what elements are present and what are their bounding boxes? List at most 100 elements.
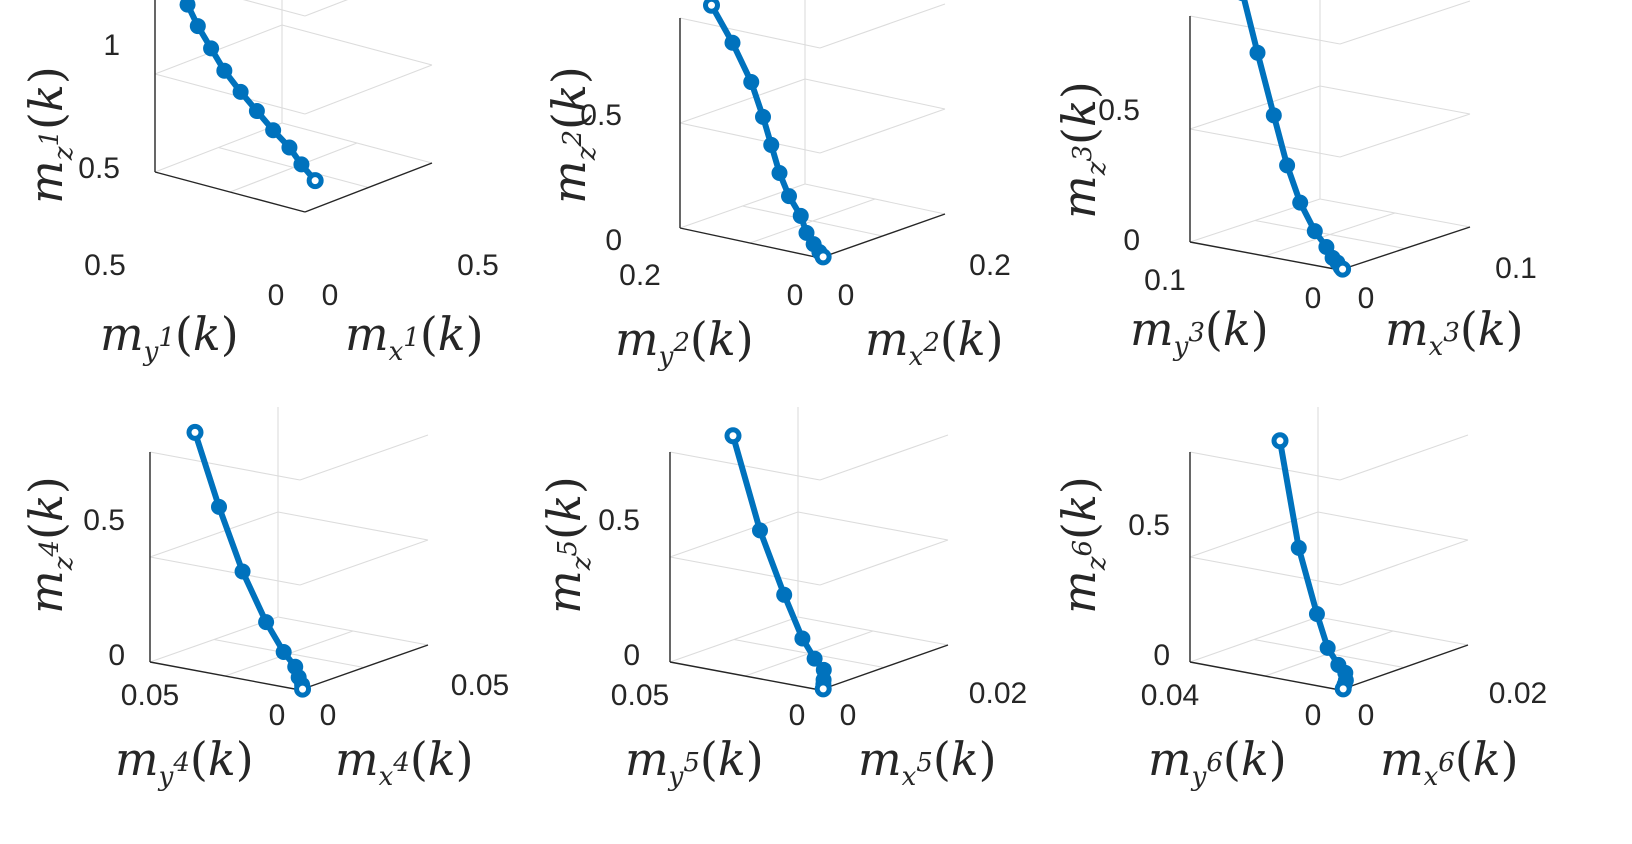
data-point xyxy=(1292,194,1309,211)
subplot-6: 0 0.02 0 0.04 0 0.5 mx6(k) my6(k) mz6(k) xyxy=(1052,407,1547,792)
data-point xyxy=(211,498,227,515)
grid-box xyxy=(1189,407,1469,677)
z-axis-label: mz1(k) xyxy=(19,66,79,204)
series xyxy=(1271,432,1354,698)
x-tick-label: 0.5 xyxy=(457,249,499,282)
x-axis-line xyxy=(819,644,949,691)
data-point-start xyxy=(1271,432,1289,450)
data-point xyxy=(275,644,292,661)
data-point-start xyxy=(703,0,720,14)
series-line xyxy=(1241,0,1346,273)
grid-box xyxy=(679,0,946,244)
z-tick-label: 0 xyxy=(605,224,622,257)
axes xyxy=(1189,452,1469,691)
y-tick-label: 0.05 xyxy=(121,679,179,712)
y-axis-label: my4(k) xyxy=(115,732,254,792)
x-tick-label: 0 xyxy=(840,699,857,732)
y-axis-label: my6(k) xyxy=(1148,732,1287,792)
data-point xyxy=(724,34,741,51)
data-point xyxy=(265,122,282,139)
data-point xyxy=(258,614,275,631)
series xyxy=(724,427,832,698)
y-tick-label: 0.5 xyxy=(84,249,126,282)
z-tick-label: 0.5 xyxy=(83,504,125,537)
data-point-start xyxy=(724,427,742,445)
data-point xyxy=(1249,44,1266,61)
data-point xyxy=(232,83,249,100)
data-point xyxy=(776,586,793,603)
grid-box xyxy=(149,407,429,677)
data-point-end xyxy=(1334,260,1352,278)
tick-labels: 0 0.05 0 0.05 0 0.5 xyxy=(83,504,509,732)
data-point xyxy=(281,139,298,156)
y-tick-label: 0 xyxy=(269,699,286,732)
grid-box xyxy=(154,0,433,193)
data-point xyxy=(743,74,760,91)
x-axis-label: mx5(k) xyxy=(858,732,997,792)
x-tick-label: 0.1 xyxy=(1495,252,1537,285)
x-axis-line xyxy=(1339,644,1469,691)
y-axis-line xyxy=(679,227,821,259)
series-line xyxy=(730,432,827,692)
z-tick-label: 0.5 xyxy=(598,504,640,537)
data-point-end xyxy=(294,680,312,698)
data-point xyxy=(1265,107,1282,124)
z-axis-label: mz4(k) xyxy=(19,476,79,614)
y-tick-label: 0 xyxy=(1305,699,1322,732)
series xyxy=(1238,0,1352,278)
data-point xyxy=(752,522,768,539)
y-tick-label: 0.05 xyxy=(611,679,669,712)
z-tick-label: 1 xyxy=(103,29,120,62)
z-tick-label: 0.5 xyxy=(1128,509,1170,542)
data-point xyxy=(1306,223,1323,240)
data-point xyxy=(179,0,196,13)
y-axis-label: my5(k) xyxy=(625,732,764,792)
data-point xyxy=(1279,157,1296,174)
axes xyxy=(154,0,433,213)
z-tick-label: 0 xyxy=(1153,639,1170,672)
y-axis-line xyxy=(149,661,301,691)
data-point xyxy=(771,164,788,181)
z-tick-label: 0 xyxy=(623,639,640,672)
x-tick-label: 0.02 xyxy=(1489,677,1547,710)
data-point xyxy=(1290,539,1307,556)
x-axis-label: mx6(k) xyxy=(1380,732,1519,792)
grid-box xyxy=(1189,0,1471,257)
y-tick-label: 0 xyxy=(1305,282,1322,315)
data-point xyxy=(203,40,220,57)
x-tick-label: 0 xyxy=(322,279,339,312)
x-tick-label: 0 xyxy=(320,699,337,732)
z-axis-label: mz6(k) xyxy=(1052,476,1112,614)
y-axis-line xyxy=(1189,661,1341,691)
x-axis-label: mx2(k) xyxy=(865,312,1004,372)
series-line xyxy=(1277,437,1349,692)
tick-labels: 00.200.200.5 xyxy=(580,99,1011,312)
tick-labels: 00.100.100.5 xyxy=(1098,94,1537,315)
y-axis-line xyxy=(1189,241,1341,271)
data-point xyxy=(293,156,310,173)
y-axis-label: my3(k) xyxy=(1130,302,1269,362)
data-point-end xyxy=(1334,680,1352,698)
data-point xyxy=(794,630,811,647)
subplot-1: 0 0.5 0 0.5 0.5 1 mx1(k) my1(k) mz1(k) xyxy=(19,0,499,367)
y-tick-label: 0 xyxy=(789,699,806,732)
data-point xyxy=(792,207,809,224)
y-tick-label: 0 xyxy=(268,279,285,312)
data-point-start xyxy=(186,423,204,441)
x-tick-label: 0.05 xyxy=(451,669,509,702)
axes xyxy=(669,452,949,691)
x-tick-label: 0 xyxy=(1358,282,1375,315)
data-point xyxy=(781,188,797,205)
data-point-end xyxy=(814,680,832,698)
y-tick-label: 0 xyxy=(787,279,804,312)
subplot-5: 0 0.02 0 0.05 0 0.5 mx5(k) my5(k) mz5(k) xyxy=(537,407,1027,792)
data-point xyxy=(1308,605,1325,622)
z-axis-label: mz2(k) xyxy=(542,66,602,204)
z-tick-label: 0.5 xyxy=(1098,94,1140,127)
y-tick-label: 0.2 xyxy=(619,259,661,292)
y-tick-label: 0.1 xyxy=(1144,264,1186,297)
z-tick-label: 0.5 xyxy=(78,152,120,185)
tick-labels: 0 0.02 0 0.05 0 0.5 xyxy=(598,504,1027,732)
